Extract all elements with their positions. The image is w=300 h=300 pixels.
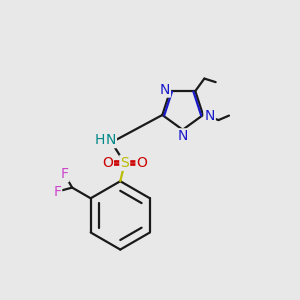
Text: N: N [204, 110, 215, 124]
Text: N: N [178, 129, 188, 143]
Text: O: O [136, 156, 147, 170]
Text: N: N [106, 133, 116, 147]
Text: S: S [120, 156, 129, 170]
Text: F: F [60, 167, 68, 181]
Text: H: H [95, 133, 105, 147]
Text: F: F [53, 184, 61, 199]
Text: N: N [160, 82, 170, 97]
Text: O: O [102, 156, 113, 170]
